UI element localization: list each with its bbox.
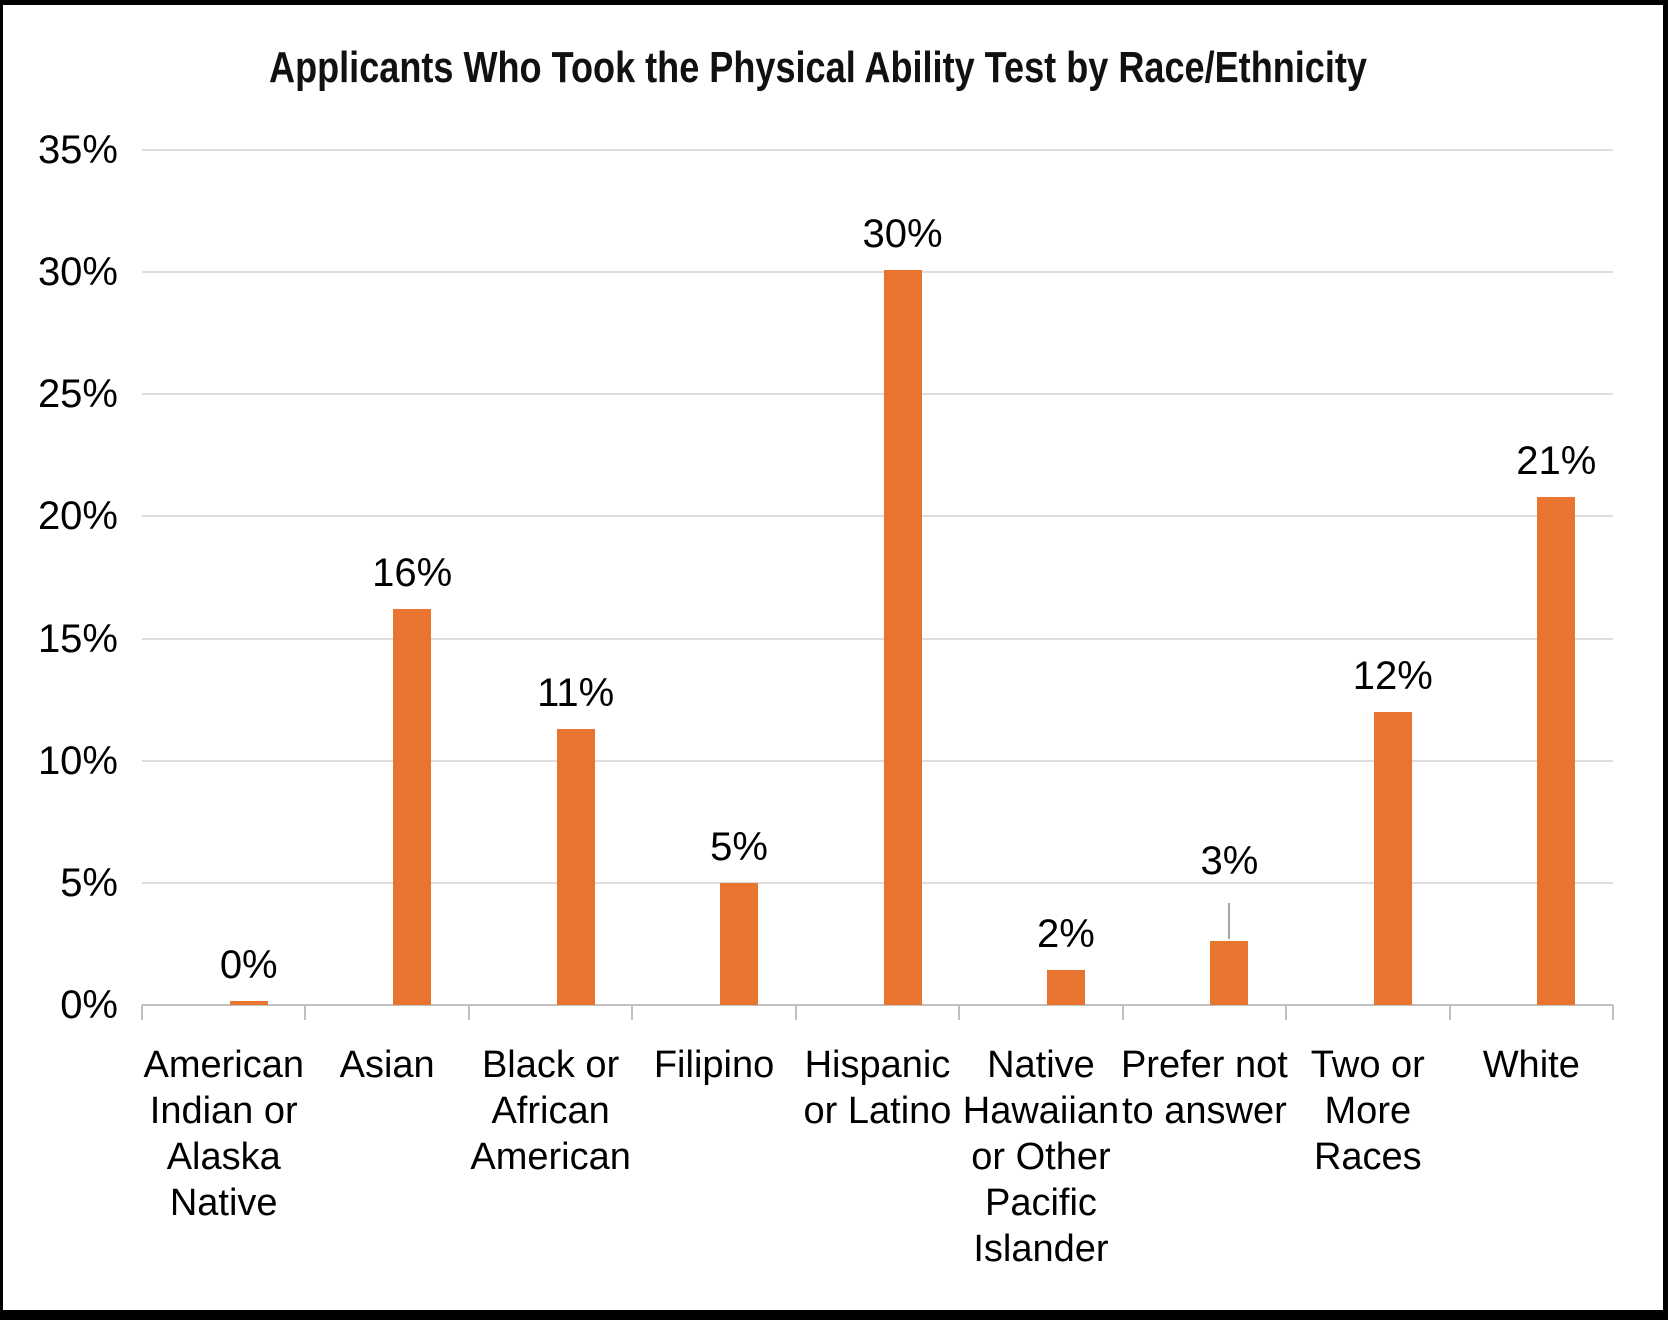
bar-value-label: 30%	[862, 212, 943, 256]
x-axis-label-line: Native	[987, 1044, 1095, 1086]
y-axis-label: 20%	[37, 494, 118, 539]
axis-tick	[467, 1005, 470, 1020]
axis-tick	[794, 1005, 797, 1020]
y-axis-label: 5%	[60, 860, 118, 905]
bar	[720, 883, 759, 1005]
x-axis-label-line: Black or	[481, 1044, 620, 1086]
y-axis-label: 10%	[37, 738, 118, 783]
x-axis-label-line: More	[1324, 1090, 1412, 1132]
x-axis-label-line: Alaska	[166, 1136, 281, 1178]
axis-tick	[304, 1005, 307, 1020]
x-axis-label-line: Native	[169, 1182, 278, 1224]
x-axis-label: Hispanic or Latino	[756, 1042, 999, 1134]
bar	[883, 270, 922, 1005]
gridline	[142, 759, 1613, 762]
y-axis-label: 15%	[37, 616, 118, 661]
y-axis-label: 30%	[37, 250, 118, 295]
bar-value-label: 2%	[1037, 912, 1095, 956]
x-axis-label-line: or Other	[971, 1136, 1111, 1178]
bar-value-label: 21%	[1516, 439, 1597, 483]
bar-value-label: 11%	[537, 671, 615, 715]
y-axis-label: 25%	[37, 372, 118, 417]
gridline	[142, 881, 1613, 884]
bar	[229, 1001, 268, 1005]
x-axis-label: Black or African American	[429, 1042, 672, 1180]
x-axis-label-line: Asian	[339, 1044, 435, 1086]
x-axis-label-line: American	[143, 1044, 304, 1086]
x-axis-line	[142, 1004, 1613, 1006]
bar-value-label: 5%	[710, 825, 768, 869]
axis-tick	[1612, 1005, 1614, 1020]
bar	[1537, 497, 1576, 1005]
bar	[1046, 970, 1085, 1005]
axis-tick	[1448, 1005, 1451, 1020]
axis-tick	[1121, 1005, 1124, 1020]
bar	[393, 609, 432, 1005]
axis-tick	[141, 1005, 143, 1020]
bar-value-label: 0%	[219, 943, 278, 987]
bar	[556, 729, 595, 1005]
bar-value-label: 16%	[372, 551, 453, 595]
bar-value-label: 12%	[1352, 654, 1433, 698]
x-axis-label: White	[1410, 1042, 1653, 1088]
axis-tick	[958, 1005, 961, 1020]
x-axis-label-line: American	[470, 1136, 631, 1178]
gridline	[142, 271, 1613, 274]
gridline	[142, 393, 1613, 396]
x-axis-label: American Indian or Alaska Native	[102, 1042, 345, 1226]
gridline	[142, 637, 1613, 640]
x-axis-label: Two or More Races	[1246, 1042, 1489, 1180]
x-axis-label-line: Islander	[973, 1228, 1109, 1270]
x-axis-label-line: African	[491, 1090, 610, 1132]
x-axis-label-line: Hispanic	[804, 1044, 951, 1086]
x-axis-label-line: Races	[1313, 1136, 1422, 1178]
x-axis-label-line: to answer	[1122, 1090, 1287, 1132]
chart-title: Applicants Who Took the Physical Ability…	[269, 43, 1367, 92]
gridline	[142, 148, 1613, 151]
x-axis-label: Filipino	[592, 1042, 835, 1088]
x-axis-label-line: or Latino	[803, 1090, 952, 1132]
x-axis-label-line: Indian or	[149, 1090, 298, 1132]
label-leader-line	[1228, 903, 1231, 939]
bar	[1210, 941, 1249, 1005]
x-axis-label-line: White	[1482, 1044, 1580, 1086]
y-axis-label: 35%	[37, 127, 118, 172]
y-axis-label: 0%	[60, 983, 118, 1027]
axis-tick	[1285, 1005, 1288, 1020]
x-axis-label-line: Pacific	[984, 1182, 1097, 1224]
x-axis-label-line: Prefer not	[1120, 1044, 1288, 1086]
axis-tick	[631, 1005, 634, 1020]
gridline	[142, 515, 1613, 518]
x-axis-label: Asian	[265, 1042, 508, 1088]
x-axis-label: Native Hawaiian or Other Pacific Islander	[919, 1042, 1162, 1272]
x-axis-label-line: Filipino	[653, 1044, 775, 1086]
bar	[1373, 712, 1412, 1005]
bar-value-label: 3%	[1200, 839, 1259, 883]
x-axis-label-line: Two or	[1310, 1044, 1425, 1086]
x-axis-label: Prefer not to answer	[1083, 1042, 1326, 1134]
x-axis-label-line: Hawaiian	[962, 1090, 1120, 1132]
